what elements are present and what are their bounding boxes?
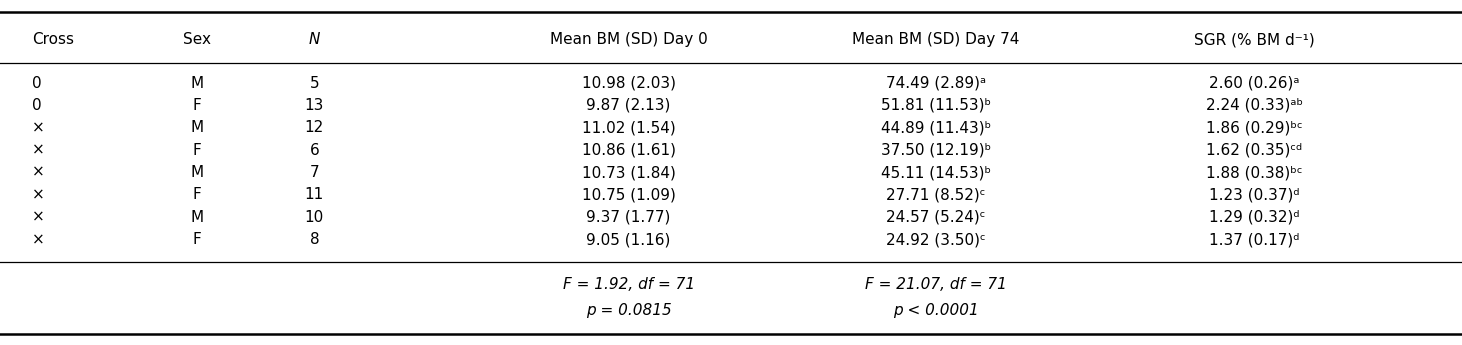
Text: 24.92 (3.50)ᶜ: 24.92 (3.50)ᶜ bbox=[886, 232, 985, 247]
Text: ×: × bbox=[32, 210, 45, 225]
Text: 5: 5 bbox=[310, 76, 319, 90]
Text: 1.88 (0.38)ᵇᶜ: 1.88 (0.38)ᵇᶜ bbox=[1206, 165, 1303, 180]
Text: Cross: Cross bbox=[32, 32, 75, 47]
Text: 11: 11 bbox=[304, 187, 325, 203]
Text: 2.60 (0.26)ᵃ: 2.60 (0.26)ᵃ bbox=[1209, 76, 1300, 90]
Text: 10: 10 bbox=[304, 210, 325, 225]
Text: 10.75 (1.09): 10.75 (1.09) bbox=[582, 187, 675, 203]
Text: 1.29 (0.32)ᵈ: 1.29 (0.32)ᵈ bbox=[1209, 210, 1300, 225]
Text: M: M bbox=[192, 76, 203, 90]
Text: 8: 8 bbox=[310, 232, 319, 247]
Text: F: F bbox=[193, 232, 202, 247]
Text: 9.05 (1.16): 9.05 (1.16) bbox=[586, 232, 671, 247]
Text: M: M bbox=[192, 210, 203, 225]
Text: F: F bbox=[193, 187, 202, 203]
Text: 24.57 (5.24)ᶜ: 24.57 (5.24)ᶜ bbox=[886, 210, 985, 225]
Text: 0: 0 bbox=[32, 76, 42, 90]
Text: M: M bbox=[192, 165, 203, 180]
Text: 1.62 (0.35)ᶜᵈ: 1.62 (0.35)ᶜᵈ bbox=[1206, 142, 1303, 158]
Text: p < 0.0001: p < 0.0001 bbox=[893, 303, 978, 318]
Text: 2.24 (0.33)ᵃᵇ: 2.24 (0.33)ᵃᵇ bbox=[1206, 98, 1303, 113]
Text: F = 21.07, df = 71: F = 21.07, df = 71 bbox=[864, 277, 1007, 293]
Text: 51.81 (11.53)ᵇ: 51.81 (11.53)ᵇ bbox=[880, 98, 991, 113]
Text: 9.37 (1.77): 9.37 (1.77) bbox=[586, 210, 671, 225]
Text: F: F bbox=[193, 98, 202, 113]
Text: 6: 6 bbox=[310, 142, 319, 158]
Text: SGR (% BM d⁻¹): SGR (% BM d⁻¹) bbox=[1194, 32, 1314, 47]
Text: 37.50 (12.19)ᵇ: 37.50 (12.19)ᵇ bbox=[880, 142, 991, 158]
Text: p = 0.0815: p = 0.0815 bbox=[586, 303, 671, 318]
Text: 11.02 (1.54): 11.02 (1.54) bbox=[582, 120, 675, 135]
Text: 1.86 (0.29)ᵇᶜ: 1.86 (0.29)ᵇᶜ bbox=[1206, 120, 1303, 135]
Text: ×: × bbox=[32, 232, 45, 247]
Text: Mean BM (SD) Day 0: Mean BM (SD) Day 0 bbox=[550, 32, 708, 47]
Text: N: N bbox=[308, 32, 320, 47]
Text: 12: 12 bbox=[304, 120, 325, 135]
Text: 1.37 (0.17)ᵈ: 1.37 (0.17)ᵈ bbox=[1209, 232, 1300, 247]
Text: M: M bbox=[192, 120, 203, 135]
Text: ×: × bbox=[32, 165, 45, 180]
Text: ×: × bbox=[32, 187, 45, 203]
Text: 0: 0 bbox=[32, 98, 42, 113]
Text: 9.87 (2.13): 9.87 (2.13) bbox=[586, 98, 671, 113]
Text: Mean BM (SD) Day 74: Mean BM (SD) Day 74 bbox=[852, 32, 1019, 47]
Text: 13: 13 bbox=[304, 98, 325, 113]
Text: 7: 7 bbox=[310, 165, 319, 180]
Text: ×: × bbox=[32, 120, 45, 135]
Text: 45.11 (14.53)ᵇ: 45.11 (14.53)ᵇ bbox=[880, 165, 991, 180]
Text: F: F bbox=[193, 142, 202, 158]
Text: 1.23 (0.37)ᵈ: 1.23 (0.37)ᵈ bbox=[1209, 187, 1300, 203]
Text: 27.71 (8.52)ᶜ: 27.71 (8.52)ᶜ bbox=[886, 187, 985, 203]
Text: 44.89 (11.43)ᵇ: 44.89 (11.43)ᵇ bbox=[880, 120, 991, 135]
Text: F = 1.92, df = 71: F = 1.92, df = 71 bbox=[563, 277, 694, 293]
Text: 10.86 (1.61): 10.86 (1.61) bbox=[582, 142, 675, 158]
Text: 10.73 (1.84): 10.73 (1.84) bbox=[582, 165, 675, 180]
Text: 74.49 (2.89)ᵃ: 74.49 (2.89)ᵃ bbox=[886, 76, 985, 90]
Text: Sex: Sex bbox=[183, 32, 212, 47]
Text: ×: × bbox=[32, 142, 45, 158]
Text: 10.98 (2.03): 10.98 (2.03) bbox=[582, 76, 675, 90]
